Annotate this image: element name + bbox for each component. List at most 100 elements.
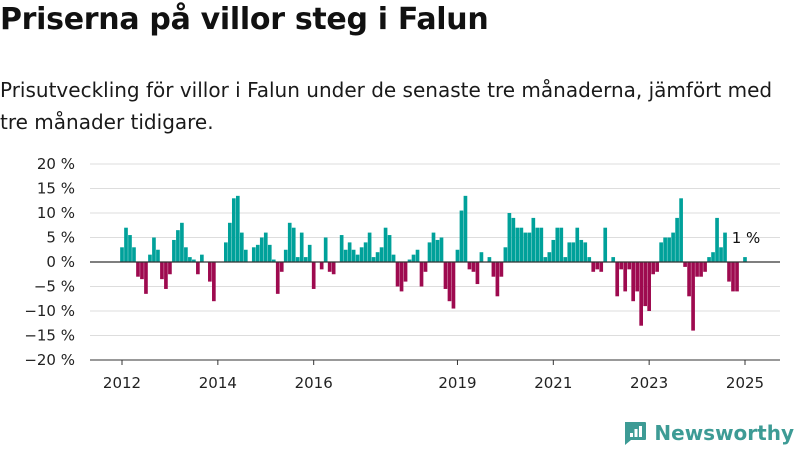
bar (595, 262, 600, 270)
bar (439, 237, 444, 262)
bar (699, 262, 703, 277)
x-tick-label: 2014 (199, 374, 237, 392)
bar (263, 232, 268, 262)
bar (339, 235, 344, 262)
bar (375, 252, 380, 262)
x-tick-label: 2021 (534, 374, 572, 392)
bar (683, 262, 687, 267)
bar (531, 217, 536, 262)
bar (407, 259, 412, 262)
bar (239, 232, 244, 262)
bar (435, 239, 440, 262)
x-tick-label: 2023 (630, 374, 668, 392)
bar (132, 247, 136, 262)
bar (651, 262, 655, 275)
y-tick-label: −5 % (34, 278, 75, 296)
bar (515, 227, 520, 262)
bar (271, 259, 276, 262)
bar (687, 262, 691, 297)
bar (212, 262, 216, 302)
bar (643, 262, 647, 307)
bar (523, 232, 528, 262)
bar (275, 262, 280, 294)
bar (403, 262, 408, 282)
bar (168, 262, 172, 275)
brand-name: Newsworthy (654, 421, 794, 445)
bar (327, 262, 332, 272)
bar (575, 227, 580, 262)
bar (667, 237, 671, 262)
bar (208, 262, 212, 282)
annotation-label: 1 % (732, 229, 761, 247)
bar (599, 262, 604, 272)
bar (487, 257, 492, 262)
bar (379, 247, 384, 262)
bar (303, 257, 308, 262)
bar (319, 262, 324, 270)
bar (511, 217, 516, 262)
bar (443, 262, 448, 289)
bar (499, 262, 504, 277)
bar (343, 249, 348, 262)
bar (535, 227, 540, 262)
bar (463, 195, 468, 262)
y-tick-label: 5 % (46, 229, 75, 247)
bar (184, 247, 188, 262)
bar (351, 249, 356, 262)
bar (128, 235, 132, 262)
bar (347, 242, 352, 262)
y-tick-label: 10 % (37, 204, 75, 222)
bar (743, 257, 747, 262)
bar (579, 239, 584, 262)
y-axis-ticks: 20 % 15 % 10 % 5 % 0 % −5 % −10 % −15 % −20 % (24, 155, 75, 369)
bar (251, 247, 256, 262)
y-tick-label: 0 % (46, 253, 75, 271)
bar (675, 217, 679, 262)
bar (160, 262, 164, 280)
bar (283, 249, 288, 262)
bar (691, 262, 695, 331)
bar (587, 257, 592, 262)
bar (367, 232, 372, 262)
bar (140, 262, 144, 280)
bar (727, 262, 731, 282)
y-tick-label: −20 % (24, 351, 75, 369)
bar (287, 222, 292, 262)
bar (647, 262, 651, 311)
bar (719, 247, 723, 262)
bar (543, 257, 548, 262)
bar (180, 222, 184, 262)
bar (471, 262, 476, 272)
bar (295, 257, 300, 262)
bar (359, 247, 364, 262)
bar (323, 237, 328, 262)
bar (519, 227, 524, 262)
bar (547, 252, 552, 262)
bar (423, 262, 428, 272)
bar (455, 249, 460, 262)
bar (415, 249, 420, 262)
bar (711, 252, 715, 262)
bar (659, 242, 663, 262)
bar (603, 227, 608, 262)
bar (164, 262, 168, 289)
bar (479, 252, 484, 262)
bar (172, 239, 176, 262)
bar (631, 262, 636, 302)
x-tick-label: 2012 (103, 374, 141, 392)
bar (259, 237, 264, 262)
bar (120, 247, 124, 262)
bar (559, 227, 564, 262)
newsworthy-logo-icon (625, 422, 647, 445)
bar (635, 262, 640, 292)
bar (192, 259, 196, 262)
x-tick-label: 2025 (726, 374, 764, 392)
bar (475, 262, 480, 285)
bar-chart: 20 % 15 % 10 % 5 % 0 % −5 % −10 % −15 % −20 % 20… (24, 155, 780, 392)
bar (307, 244, 312, 262)
bar (495, 262, 500, 297)
bar (311, 262, 316, 289)
bar (391, 254, 396, 262)
bar (355, 254, 360, 262)
bar (695, 262, 699, 277)
